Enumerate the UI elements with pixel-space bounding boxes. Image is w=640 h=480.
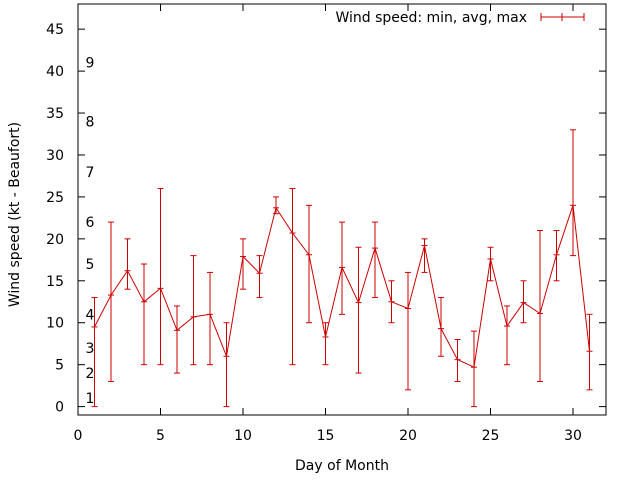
legend-sample <box>540 13 585 21</box>
x-tick-label: 30 <box>564 428 582 444</box>
y-tick-label: 35 <box>46 106 64 122</box>
y-tick-label: 15 <box>46 274 64 290</box>
beaufort-label: 8 <box>86 114 95 130</box>
plot-frame <box>77 3 607 416</box>
x-tick-label: 0 <box>74 428 83 444</box>
beaufort-label: 5 <box>86 257 95 273</box>
beaufort-label: 6 <box>86 215 95 231</box>
y-tick-label: 30 <box>46 148 64 164</box>
y-tick-label: 40 <box>46 64 64 80</box>
beaufort-label: 7 <box>86 165 95 181</box>
beaufort-label: 4 <box>86 307 95 323</box>
x-tick-label: 10 <box>234 428 252 444</box>
y-axis-label: Wind speed (kt - Beaufort) <box>7 122 23 307</box>
beaufort-label: 1 <box>86 391 95 407</box>
x-tick-labels: 0 5 10 15 20 25 30 <box>74 428 582 444</box>
x-tick-label: 20 <box>399 428 417 444</box>
y-tick-label: 20 <box>46 232 64 248</box>
x-tick-label: 25 <box>482 428 500 444</box>
beaufort-label: 2 <box>86 366 95 382</box>
legend: Wind speed: min, avg, max <box>335 10 585 26</box>
y-tick-label: 45 <box>46 22 64 38</box>
y-tick-label: 10 <box>46 316 64 332</box>
series-wind-speed <box>91 129 593 408</box>
x-axis-label: Day of Month <box>295 458 389 474</box>
y-tick-label: 0 <box>55 400 64 416</box>
y-tick-label: 25 <box>46 190 64 206</box>
beaufort-scale: 1 2 3 4 5 6 7 8 9 <box>86 56 95 408</box>
beaufort-label: 3 <box>86 341 95 357</box>
tick-marks <box>77 4 606 415</box>
x-tick-label: 5 <box>156 428 165 444</box>
y-tick-label: 5 <box>55 358 64 374</box>
beaufort-label: 9 <box>86 56 95 72</box>
legend-label: Wind speed: min, avg, max <box>335 10 527 26</box>
y-tick-labels: 0 5 10 15 20 25 30 35 40 45 <box>46 22 64 415</box>
x-tick-label: 15 <box>317 428 335 444</box>
